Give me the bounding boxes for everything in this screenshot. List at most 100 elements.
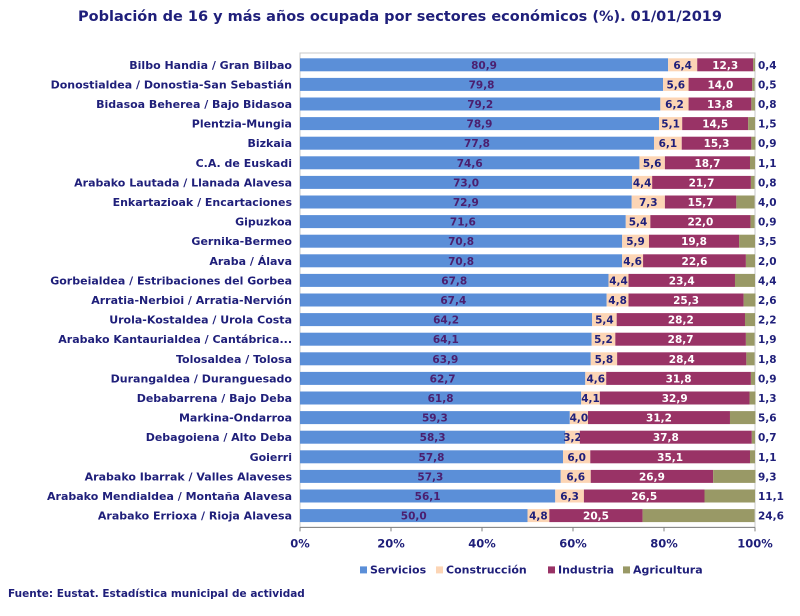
bar-servicios <box>300 352 591 366</box>
value-label-construccion: 6,2 <box>665 99 684 111</box>
value-label-industria: 23,4 <box>669 275 695 287</box>
category-label: Tolosaldea / Tolosa <box>176 353 292 366</box>
bar-agricultura <box>751 136 756 150</box>
value-label-construccion: 5,1 <box>661 119 680 131</box>
value-label-industria: 28,7 <box>668 334 694 346</box>
bar-agricultura <box>734 273 755 287</box>
bar-industria <box>688 77 753 91</box>
bar-agricultura <box>750 215 755 229</box>
bar-servicios <box>300 273 609 287</box>
category-label: Gorbeialdea / Estribaciones del Gorbea <box>50 274 292 287</box>
value-label-industria: 28,4 <box>669 354 695 366</box>
bar-construccion <box>569 411 589 425</box>
value-label-agricultura: 0,9 <box>758 217 777 229</box>
bar-agricultura <box>749 156 755 170</box>
value-label-agricultura: 2,2 <box>758 315 777 327</box>
value-label-construccion: 5,8 <box>595 354 614 366</box>
value-label-agricultura: 1,1 <box>758 158 777 170</box>
value-label-industria: 26,9 <box>639 471 665 483</box>
value-label-industria: 28,2 <box>668 315 694 327</box>
bar-servicios <box>300 58 669 72</box>
bar-construccion <box>555 489 584 503</box>
bar-construccion <box>565 430 580 444</box>
bar-servicios <box>300 136 654 150</box>
bar-industria <box>616 313 745 327</box>
bar-industria <box>652 175 751 189</box>
value-label-construccion: 4,4 <box>633 177 652 189</box>
bar-construccion <box>606 293 629 307</box>
value-label-servicios: 59,3 <box>422 413 448 425</box>
value-label-servicios: 61,8 <box>428 393 454 405</box>
value-label-construccion: 6,3 <box>560 491 579 503</box>
value-label-construccion: 5,2 <box>594 334 613 346</box>
bar-servicios <box>300 450 563 464</box>
value-label-industria: 14,5 <box>702 119 728 131</box>
value-label-industria: 37,8 <box>653 432 679 444</box>
bar-construccion <box>527 509 550 523</box>
value-label-servicios: 72,9 <box>453 197 479 209</box>
bar-servicios <box>300 489 556 503</box>
bar-industria <box>579 430 752 444</box>
value-label-industria: 20,5 <box>583 511 609 523</box>
value-label-agricultura: 2,0 <box>758 256 777 268</box>
value-label-construccion: 4,0 <box>570 413 589 425</box>
value-label-servicios: 77,8 <box>464 138 490 150</box>
bar-agricultura <box>746 352 755 366</box>
bar-servicios <box>300 254 623 268</box>
value-label-construccion: 5,6 <box>667 79 686 91</box>
category-label: Araba / Álava <box>209 255 292 268</box>
bar-industria <box>688 97 752 111</box>
bar-servicios <box>300 215 626 229</box>
bar-construccion <box>581 391 600 405</box>
value-label-construccion: 6,6 <box>566 471 585 483</box>
category-label: Bilbo Handia / Gran Bilbao <box>129 59 292 72</box>
value-label-servicios: 67,8 <box>441 275 467 287</box>
legend-label-servicios: Servicios <box>370 563 427 576</box>
value-label-agricultura: 9,3 <box>758 471 777 483</box>
value-label-construccion: 4,4 <box>609 275 628 287</box>
bar-agricultura <box>743 293 756 307</box>
category-label: C.A. de Euskadi <box>196 157 292 170</box>
x-tick-label: 20% <box>377 536 405 550</box>
category-label: Durangaldea / Duranguesado <box>111 372 293 385</box>
category-label: Plentzia-Mungia <box>192 118 292 131</box>
value-label-industria: 35,1 <box>657 452 683 464</box>
value-label-servicios: 70,8 <box>448 256 474 268</box>
bar-construccion <box>663 77 689 91</box>
bar-agricultura <box>736 195 755 209</box>
value-label-industria: 21,7 <box>689 177 715 189</box>
bar-construccion <box>639 156 665 170</box>
category-label: Arabako Ibarrak / Valles Alaveses <box>85 470 293 483</box>
bar-industria <box>583 489 705 503</box>
x-tick-label: 40% <box>468 536 496 550</box>
bar-industria <box>615 332 746 346</box>
bar-industria <box>617 352 747 366</box>
value-label-construccion: 6,4 <box>673 60 692 72</box>
value-label-construccion: 4,8 <box>608 295 627 307</box>
value-label-agricultura: 0,9 <box>758 138 777 150</box>
value-label-servicios: 50,0 <box>401 511 427 523</box>
value-label-industria: 25,3 <box>673 295 699 307</box>
bar-agricultura <box>753 58 755 72</box>
value-label-servicios: 79,2 <box>467 99 493 111</box>
x-tick-label: 0% <box>290 536 310 550</box>
value-label-agricultura: 1,3 <box>758 393 777 405</box>
value-label-agricultura: 5,6 <box>758 413 777 425</box>
bar-agricultura <box>750 371 755 385</box>
category-label: Arratia-Nerbioi / Arratia-Nervión <box>91 294 292 307</box>
bar-agricultura <box>745 332 755 346</box>
value-label-servicios: 64,1 <box>433 334 459 346</box>
bar-agricultura <box>752 77 755 91</box>
value-label-industria: 15,7 <box>688 197 714 209</box>
value-label-industria: 12,3 <box>712 60 738 72</box>
value-label-servicios: 62,7 <box>430 373 456 385</box>
value-label-industria: 18,7 <box>694 158 720 170</box>
value-label-servicios: 73,0 <box>453 177 479 189</box>
bar-construccion <box>590 352 618 366</box>
bar-agricultura <box>745 254 755 268</box>
legend-label-construccion: Construcción <box>446 563 527 576</box>
value-label-servicios: 56,1 <box>415 491 441 503</box>
value-label-servicios: 67,4 <box>440 295 466 307</box>
bar-construccion <box>632 175 653 189</box>
